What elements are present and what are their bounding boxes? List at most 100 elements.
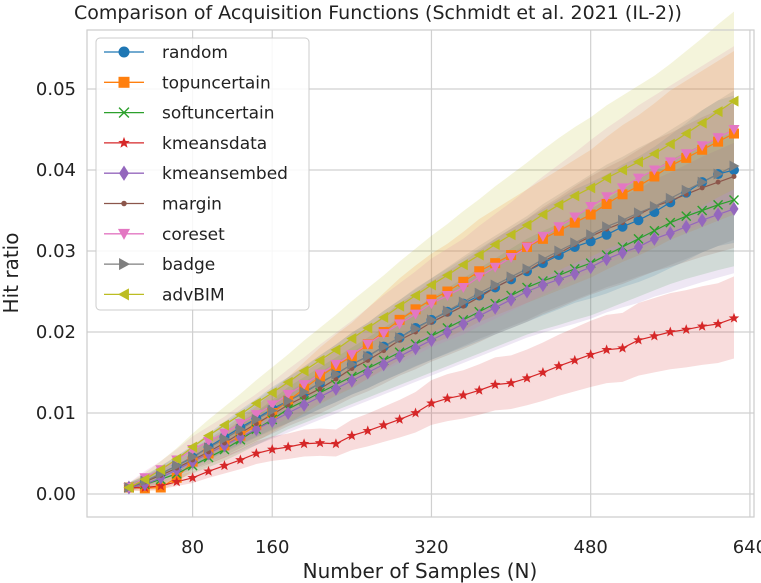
kmeansdata-point (537, 367, 549, 377)
advBIM-point (250, 397, 261, 409)
advBIM-point (648, 148, 659, 160)
margin-point (715, 179, 721, 185)
topuncertain-point (585, 209, 596, 220)
badge-point (538, 253, 549, 265)
kmeansdata-point (442, 392, 453, 403)
plot-frame (86, 29, 755, 518)
advBIM-point (123, 482, 134, 494)
kmeansembed-point (379, 357, 389, 372)
random-point (601, 229, 612, 240)
y-tick-label: 0.01 (36, 403, 76, 424)
kmeansdata-point (489, 379, 501, 390)
kmeansdata-point (203, 465, 214, 476)
advBIM-point (473, 249, 484, 261)
y-tick-labels: 0.00 0.01 0.02 0.03 0.04 0.05 (36, 79, 76, 505)
badge-point (602, 221, 613, 233)
advBIM-point (680, 128, 691, 140)
y-tick-label: 0.00 (36, 484, 76, 505)
legend-box (95, 37, 310, 311)
badge-point (522, 263, 533, 275)
badge-point (713, 168, 724, 180)
kmeansdata-point (314, 437, 326, 448)
legend-marker (118, 107, 130, 119)
softuncertain-band (128, 132, 735, 491)
x-tick-label: 80 (181, 537, 204, 558)
advBIM-point (521, 219, 532, 231)
y-tick-label: 0.04 (36, 160, 76, 181)
kmeansembed-point (267, 414, 277, 429)
badge-point (554, 245, 565, 257)
coreset-point (601, 192, 613, 203)
y-tick-label: 0.02 (36, 322, 76, 343)
badge-band (128, 90, 735, 491)
softuncertain-point (633, 233, 644, 244)
advBIM-band (128, 11, 735, 491)
advBIM-point (601, 172, 612, 184)
kmeansembed-point (363, 365, 373, 380)
topuncertain-point (569, 217, 580, 228)
kmeansembed-point (458, 316, 468, 331)
coreset-point (314, 369, 326, 380)
coreset-point (425, 299, 437, 310)
legend-marker (121, 200, 127, 207)
x-tick-label: 480 (574, 537, 608, 558)
advBIM-point (696, 117, 707, 129)
advBIM-point (457, 259, 468, 271)
coreset-point (378, 329, 390, 340)
advBIM-point (537, 209, 548, 221)
kmeansembed-point (490, 300, 500, 315)
legend-label: random (162, 43, 228, 63)
kmeansembed-point (411, 341, 421, 356)
legend-marker (119, 258, 131, 271)
legend-label: coreset (162, 225, 225, 245)
coreset-point (218, 428, 230, 439)
kmeansembed-point (649, 231, 659, 246)
kmeansembed-point (395, 349, 405, 364)
advBIM-point (298, 365, 309, 377)
kmeansembed-point (347, 373, 357, 388)
coreset-point (537, 231, 549, 242)
kmeansembed-point (570, 266, 580, 281)
coreset-point (664, 157, 676, 168)
advBIM-point (441, 269, 452, 281)
kmeansembed-point (554, 272, 564, 287)
badge-point (331, 368, 342, 380)
margin-point (699, 185, 705, 191)
badge-point (665, 192, 676, 204)
kmeansembed-point (697, 213, 707, 228)
softuncertain-point (649, 225, 660, 236)
legend-label: kmeansdata (162, 134, 267, 154)
legend-label: topuncertain (162, 73, 271, 93)
y-tick-label: 0.03 (36, 241, 76, 262)
coreset-point (712, 133, 724, 144)
legend: random topuncertain softuncertain kmeansdat… (95, 37, 310, 311)
kmeansembed-point (602, 252, 612, 267)
coreset-point (648, 165, 660, 176)
kmeansembed-point (681, 219, 691, 234)
advBIM-point (203, 430, 214, 442)
legend-label: advBIM (162, 285, 225, 305)
advBIM-point (362, 322, 373, 334)
topuncertain-point (474, 266, 485, 277)
badge-point (363, 350, 374, 362)
legend-marker (117, 228, 131, 240)
x-tick-label: 320 (414, 537, 448, 558)
softuncertain-point (729, 194, 739, 205)
coreset-point (394, 319, 406, 330)
kmeansembed-point (586, 260, 596, 275)
badge-point (411, 323, 422, 335)
advBIM-point (282, 376, 293, 388)
badge-point (681, 184, 692, 196)
kmeansembed-point (618, 245, 628, 260)
kmeansdata-point (426, 397, 437, 408)
kmeansdata-point (219, 460, 230, 471)
badge-point (395, 332, 406, 344)
advBIM-point (505, 229, 516, 241)
kmeansdata-point (458, 389, 469, 400)
coreset-point (553, 222, 565, 233)
kmeansembed-point (251, 422, 261, 437)
y-axis-label: Hit ratio (0, 233, 23, 314)
x-tick-label: 640 (733, 537, 761, 558)
coreset-band (128, 46, 735, 491)
